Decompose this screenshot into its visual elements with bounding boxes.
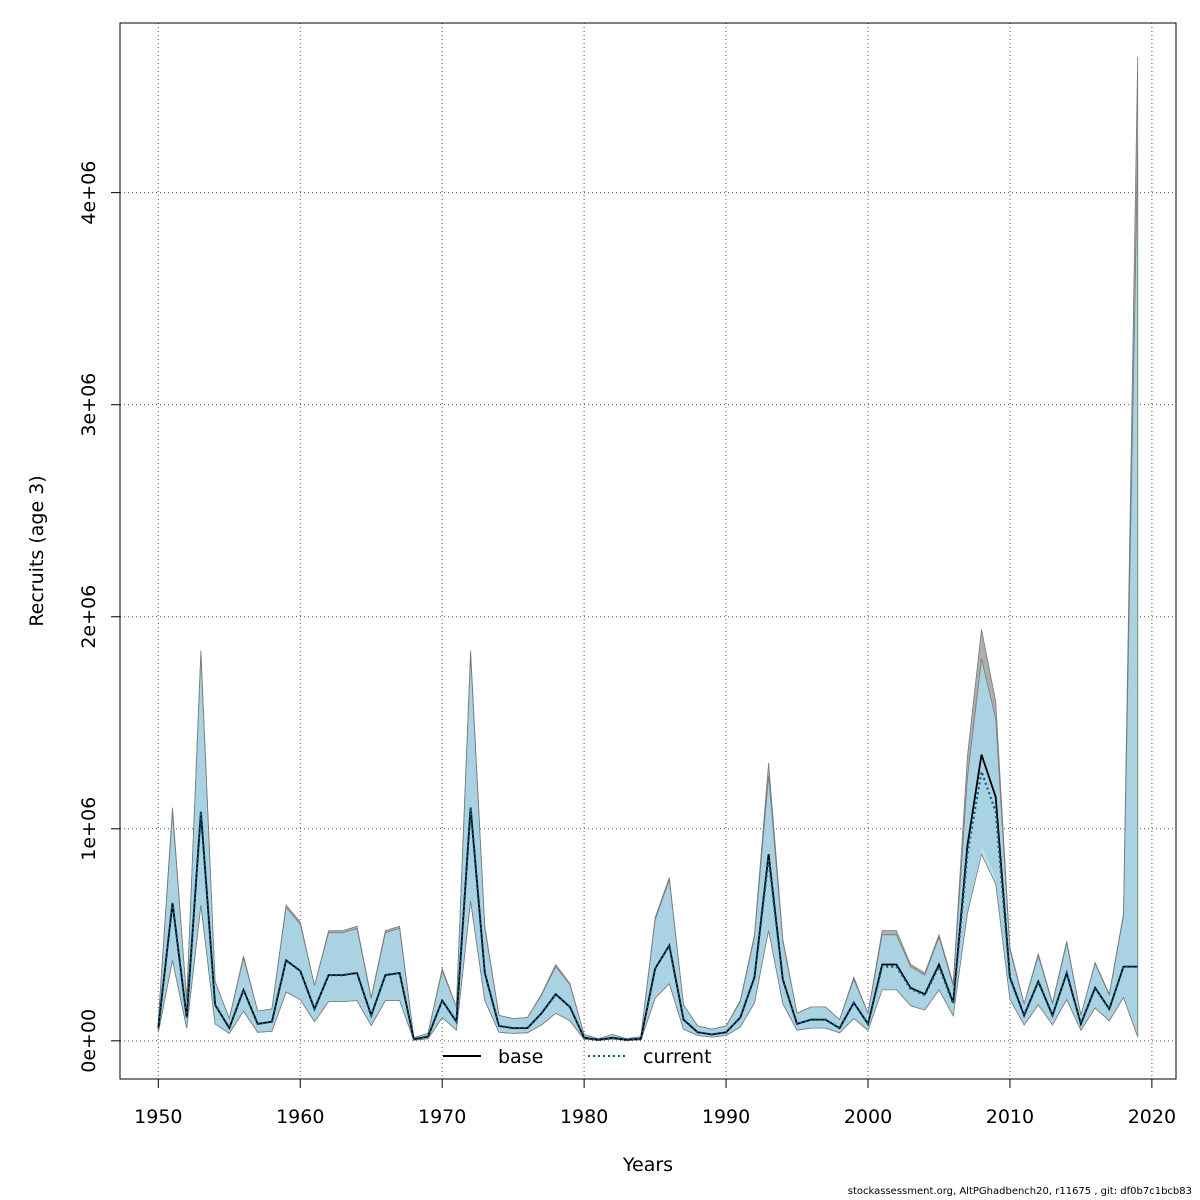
x-tick-label: 2010 [986, 1106, 1034, 1128]
x-axis: 1950 1960 1970 1980 1990 2000 2010 2020 [134, 1079, 1176, 1128]
x-tick-label: 1990 [702, 1106, 750, 1128]
legend: base current [443, 1046, 712, 1068]
x-tick-label: 1960 [276, 1106, 324, 1128]
x-tick-label: 1980 [560, 1106, 608, 1128]
series-lines [157, 754, 1138, 1041]
confidence-bands [157, 56, 1139, 1041]
x-axis-title: Years [622, 1154, 673, 1176]
band-base [157, 56, 1139, 1041]
legend-current-label: current [643, 1046, 712, 1068]
y-tick-label: 3e+06 [78, 373, 100, 437]
y-axis: 0e+00 1e+06 2e+06 3e+06 4e+06 [78, 161, 120, 1073]
x-tick-label: 2020 [1128, 1106, 1176, 1128]
x-tick-label: 1950 [134, 1106, 182, 1128]
legend-base-label: base [498, 1046, 543, 1068]
plot-frame [119, 22, 1177, 1080]
y-tick-label: 2e+06 [78, 585, 100, 649]
y-axis-title: Recruits (age 3) [26, 475, 48, 626]
x-tick-label: 1970 [418, 1106, 466, 1128]
footer-source: stockassessment.org, AltPGhadbench20, r1… [847, 1186, 1192, 1197]
line-current [157, 767, 1138, 1041]
y-tick-label: 0e+00 [78, 1009, 100, 1073]
y-tick-label: 1e+06 [78, 797, 100, 861]
x-tick-label: 2000 [844, 1106, 892, 1128]
y-tick-label: 4e+06 [78, 161, 100, 225]
band-current [157, 150, 1139, 1041]
grid-lines [120, 23, 1176, 1079]
